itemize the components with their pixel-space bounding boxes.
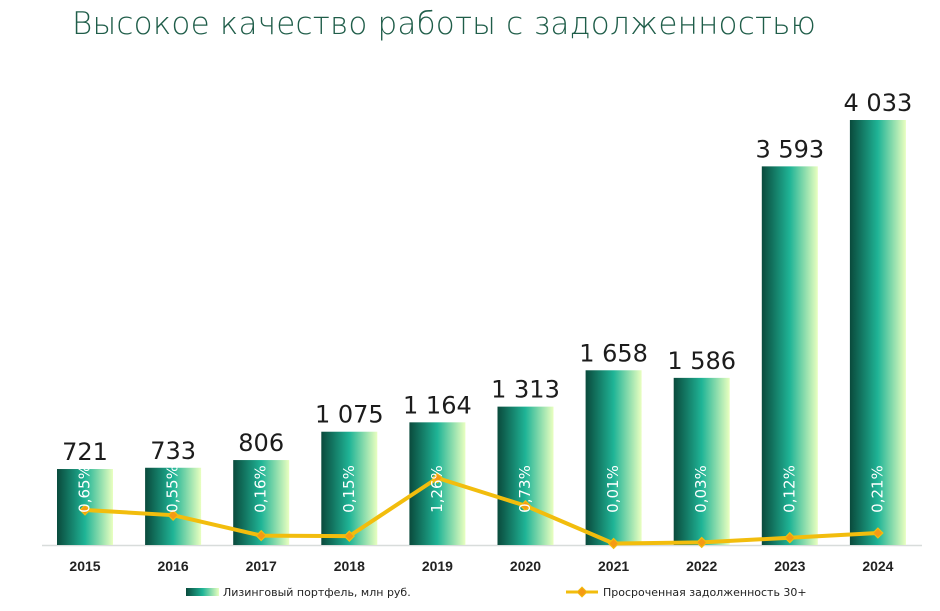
x-tick-2018: 2018 bbox=[334, 558, 365, 574]
x-tick-2024: 2024 bbox=[862, 558, 893, 574]
overdue-marker-2020 bbox=[519, 499, 532, 512]
overdue-marker-2018 bbox=[343, 530, 356, 542]
overdue-label-2015: 0,65% bbox=[76, 465, 94, 513]
bar-value-2024: 4 033 bbox=[844, 89, 913, 117]
x-tick-2017: 2017 bbox=[246, 558, 277, 574]
bar-2021 bbox=[585, 370, 642, 545]
x-tick-2016: 2016 bbox=[158, 558, 189, 574]
bar-value-2022: 1 586 bbox=[667, 347, 736, 375]
legend: Лизинговый портфель, млн руб. Просроченн… bbox=[186, 586, 807, 599]
legend-line-marker bbox=[576, 586, 588, 598]
bar-series bbox=[57, 120, 906, 545]
x-tick-2015: 2015 bbox=[69, 558, 100, 574]
overdue-label-2022: 0,03% bbox=[692, 465, 710, 513]
bar-value-2017: 806 bbox=[238, 429, 284, 457]
overdue-marker-2017 bbox=[255, 529, 267, 542]
overdue-label-2023: 0,12% bbox=[780, 465, 798, 513]
overdue-marker-2019 bbox=[431, 472, 444, 484]
x-axis-tick-labels: 2015 2016 2017 2018 2019 2020 2021 2022 2023 2024 bbox=[69, 558, 893, 574]
legend-bar-swatch bbox=[186, 588, 219, 596]
x-tick-2021: 2021 bbox=[598, 558, 629, 574]
overdue-marker-2015 bbox=[79, 504, 91, 516]
overdue-label-2021: 0,01% bbox=[604, 465, 622, 513]
overdue-markers bbox=[79, 472, 884, 550]
bar-value-2018: 1 075 bbox=[315, 401, 384, 429]
overdue-label-2018: 0,15% bbox=[340, 465, 358, 513]
overdue-label-2019: 1,26% bbox=[428, 465, 446, 513]
overdue-marker-2021 bbox=[607, 537, 620, 550]
overdue-line bbox=[84, 476, 879, 546]
bar-2023 bbox=[761, 166, 818, 545]
overdue-label-2024: 0,21% bbox=[868, 465, 886, 513]
bar-value-2016: 733 bbox=[150, 437, 196, 465]
bar-2022 bbox=[673, 377, 730, 545]
bar-value-2021: 1 658 bbox=[579, 339, 648, 367]
legend-item-portfolio: Лизинговый портфель, млн руб. bbox=[186, 586, 411, 599]
bar-2016 bbox=[145, 467, 202, 545]
bar-value-2020: 1 313 bbox=[491, 376, 560, 404]
x-tick-2019: 2019 bbox=[422, 558, 453, 574]
chart-title: Высокое качество работы с задолженностью bbox=[72, 6, 817, 42]
overdue-marker-2024 bbox=[872, 527, 884, 539]
x-tick-2020: 2020 bbox=[510, 558, 541, 574]
overdue-marker-2016 bbox=[167, 509, 179, 521]
overdue-marker-2022 bbox=[695, 536, 708, 549]
bar-value-2023: 3 593 bbox=[755, 135, 824, 163]
legend-bar-label: Лизинговый портфель, млн руб. bbox=[223, 586, 411, 599]
legend-item-overdue: Просроченная задолженность 30+ bbox=[566, 586, 807, 599]
bar-2024 bbox=[849, 120, 906, 545]
legend-line-label: Просроченная задолженность 30+ bbox=[603, 586, 807, 599]
x-tick-2023: 2023 bbox=[774, 558, 805, 574]
bar-2020 bbox=[497, 406, 554, 545]
overdue-marker-2023 bbox=[784, 531, 796, 544]
overdue-label-2017: 0,16% bbox=[252, 465, 270, 513]
bar-value-2015: 721 bbox=[62, 438, 108, 466]
overdue-label-2020: 0,73% bbox=[516, 465, 534, 513]
bar-value-labels: 721 733 806 1 075 1 164 1 313 1 658 1 586 3 593 4… bbox=[62, 89, 912, 466]
overdue-percent-labels: 0,65% 0,55% 0,16% 0,15% 1,26% 0,73% 0,01% 0,03%… bbox=[76, 465, 887, 513]
overdue-label-2016: 0,55% bbox=[164, 465, 182, 513]
bar-value-2019: 1 164 bbox=[403, 391, 472, 419]
x-tick-2022: 2022 bbox=[686, 558, 717, 574]
